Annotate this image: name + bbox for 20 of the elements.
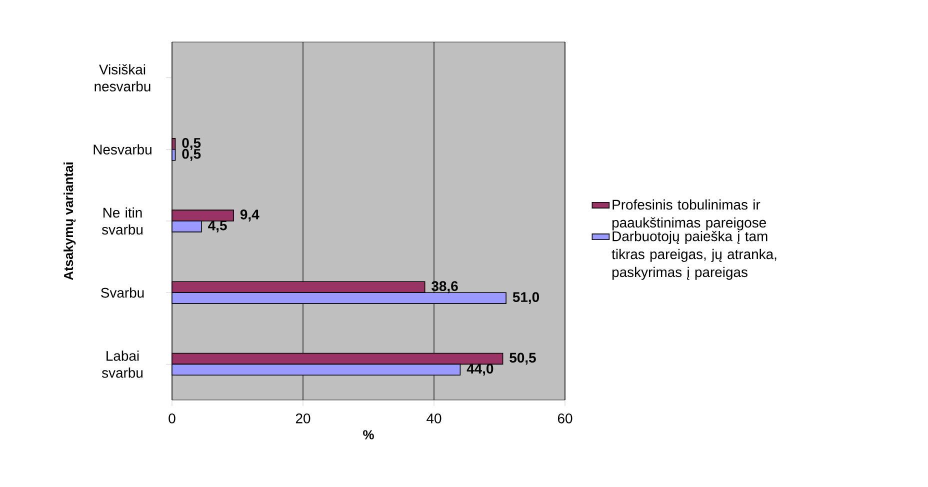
x-tick-label: 40 bbox=[426, 413, 442, 424]
y-tick-label: Svarbu bbox=[101, 287, 144, 298]
data-label: 4,5 bbox=[208, 220, 227, 232]
x-axis-title: % bbox=[363, 430, 374, 440]
data-label: 9,4 bbox=[240, 210, 260, 222]
y-tick-label: Labai svarbu bbox=[102, 350, 142, 378]
legend-label: Profesinis tobulinimas ir paaukštinimas pareigose bbox=[612, 199, 766, 230]
x-tick-label: 0 bbox=[168, 413, 176, 424]
data-label: 44,0 bbox=[466, 364, 494, 376]
y-tick-label: Ne itin svarbu bbox=[102, 207, 142, 235]
legend-label: Darbuotojų paieška į tam tikras pareigas, jų atranka, paskyrimas į pareigas bbox=[612, 230, 776, 280]
data-label: 51,0 bbox=[512, 292, 540, 304]
data-label: 50,5 bbox=[510, 352, 536, 365]
y-axis-title: Atsakymų variantai bbox=[64, 162, 76, 280]
x-tick-label: 60 bbox=[558, 413, 572, 424]
y-tick-label: Visiškai nesvarbu bbox=[94, 64, 150, 92]
y-tick-label: Nesvarbu bbox=[94, 144, 152, 155]
data-label: 0,5 bbox=[182, 138, 201, 150]
data-label: 0,5 bbox=[182, 148, 201, 161]
x-tick-label: 20 bbox=[296, 413, 310, 424]
